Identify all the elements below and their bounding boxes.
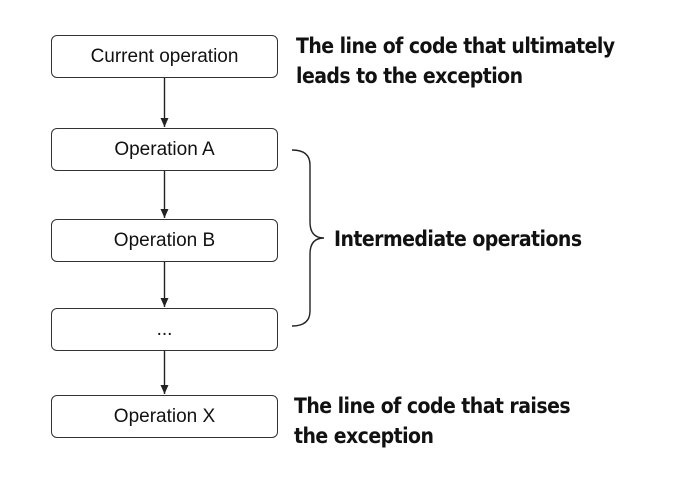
- annotation-top-line2: leads to the exception: [296, 64, 523, 88]
- operation-a-box: Operation A: [51, 128, 278, 171]
- annotation-bottom-line1: The line of code that raises: [294, 394, 571, 418]
- ellipsis-box: ...: [51, 308, 278, 351]
- operation-a-label: Operation A: [114, 138, 215, 160]
- annotation-top-line1: The line of code that ultimately: [296, 34, 615, 58]
- operation-x-box: Operation X: [51, 395, 278, 438]
- intermediate-brace: [291, 149, 325, 327]
- annotation-intermediate: Intermediate operations: [334, 224, 582, 254]
- operation-b-box: Operation B: [51, 219, 278, 262]
- ellipsis-label: ...: [156, 318, 173, 340]
- operation-b-label: Operation B: [113, 229, 216, 251]
- annotation-intermediate-label: Intermediate operations: [334, 227, 582, 251]
- current-operation-label: Current operation: [90, 45, 239, 67]
- annotation-bottom: The line of code that raises the excepti…: [294, 391, 571, 451]
- operation-x-label: Operation X: [113, 405, 216, 427]
- current-operation-box: Current operation: [51, 35, 278, 78]
- annotation-top: The line of code that ultimately leads t…: [296, 31, 615, 91]
- annotation-bottom-line2: the exception: [294, 424, 434, 448]
